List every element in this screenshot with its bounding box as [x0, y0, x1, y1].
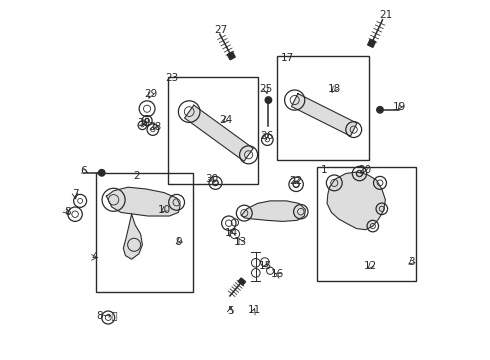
Text: 10: 10: [158, 204, 171, 215]
Text: 5: 5: [227, 306, 234, 316]
Text: 6: 6: [80, 166, 87, 176]
Text: 15: 15: [259, 261, 272, 271]
Polygon shape: [292, 94, 357, 136]
Text: 3: 3: [408, 257, 415, 267]
Text: 30: 30: [205, 174, 219, 184]
Text: 22: 22: [290, 176, 303, 186]
Text: 28: 28: [148, 122, 162, 132]
Polygon shape: [242, 201, 305, 221]
Text: 11: 11: [247, 305, 261, 315]
Circle shape: [98, 170, 105, 176]
Text: 17: 17: [281, 53, 294, 63]
Polygon shape: [238, 278, 245, 285]
Polygon shape: [106, 187, 180, 216]
Circle shape: [265, 97, 271, 103]
Text: 16: 16: [271, 269, 284, 279]
Bar: [96, 173, 193, 292]
Polygon shape: [327, 172, 386, 230]
Bar: [277, 56, 369, 160]
Text: 1: 1: [321, 165, 327, 175]
Text: 8: 8: [64, 207, 71, 217]
Text: 8→⒪: 8→⒪: [97, 310, 118, 320]
Text: 27: 27: [214, 24, 227, 35]
Polygon shape: [368, 39, 375, 47]
Text: 14: 14: [225, 228, 238, 238]
Text: 30: 30: [137, 118, 150, 128]
Polygon shape: [227, 52, 235, 60]
Text: 7: 7: [72, 189, 78, 199]
Circle shape: [377, 107, 383, 113]
Text: 13: 13: [234, 237, 247, 247]
Text: 26: 26: [260, 131, 273, 141]
Polygon shape: [185, 105, 253, 161]
Text: 29: 29: [144, 89, 157, 99]
Text: 20: 20: [358, 165, 371, 175]
Bar: [317, 167, 416, 281]
Text: 12: 12: [364, 261, 377, 271]
Text: 18: 18: [328, 84, 341, 94]
Text: 9: 9: [175, 237, 182, 247]
Text: 4: 4: [91, 252, 98, 262]
Polygon shape: [123, 214, 143, 259]
Text: 23: 23: [166, 73, 179, 84]
Text: 25: 25: [259, 84, 272, 94]
Text: 19: 19: [393, 102, 406, 112]
Bar: [168, 77, 258, 184]
Text: 2: 2: [134, 171, 140, 181]
Text: 24: 24: [220, 114, 233, 125]
Text: 21: 21: [379, 10, 393, 20]
